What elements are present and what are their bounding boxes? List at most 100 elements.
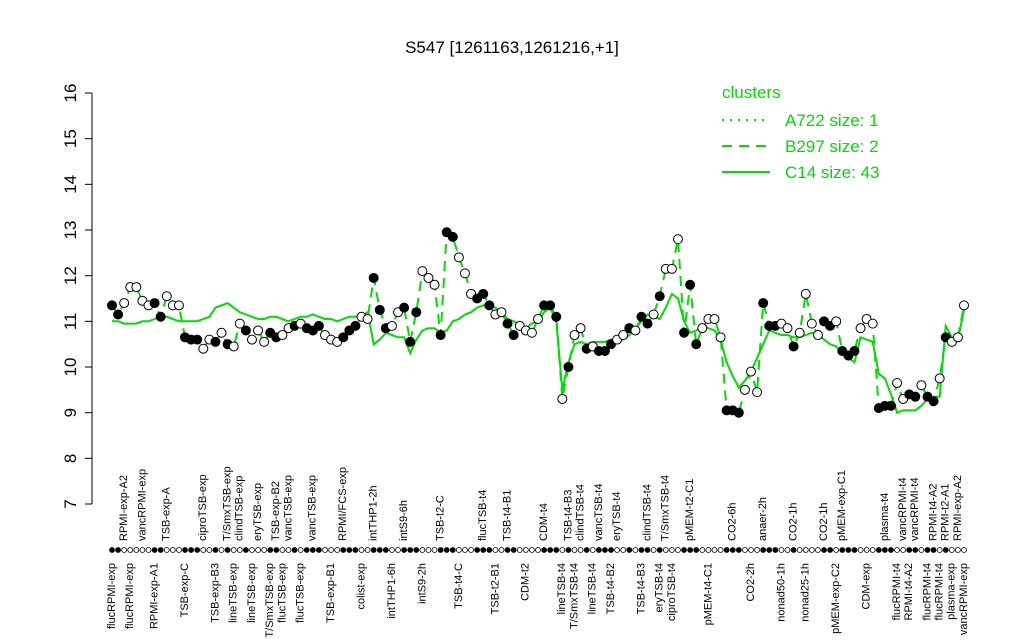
sample-label: RPMI/FCS-exp	[337, 467, 349, 541]
sample-dot	[845, 547, 852, 553]
sample-dot	[553, 547, 560, 553]
sample-label: vancRPMI-t4	[897, 477, 909, 541]
sample-dot	[188, 547, 195, 553]
sample-dot	[395, 547, 401, 553]
sample-label: vancTSB-exp	[307, 475, 319, 541]
sample-dot	[516, 547, 523, 553]
sample-dot	[176, 547, 182, 553]
sample-dot	[608, 547, 614, 553]
sample-dot	[328, 547, 334, 553]
sample-point	[746, 366, 756, 377]
sample-point	[952, 332, 963, 343]
sample-label: TSB-t2-C	[435, 495, 447, 541]
sample-dot	[255, 547, 261, 553]
sample-label: TSB-exp-C	[179, 563, 191, 617]
sample-point	[210, 336, 221, 347]
legend-label: B297 size: 2	[785, 137, 879, 156]
sample-point	[910, 391, 921, 402]
sample-dot	[340, 547, 347, 553]
sample-dot	[194, 547, 201, 553]
sample-label: nonad25-1h	[800, 563, 812, 622]
y-tick-label: 8	[61, 454, 80, 463]
sample-label: clindTSB-t4	[575, 484, 587, 541]
sample-point	[496, 307, 507, 318]
sample-dot	[693, 547, 700, 553]
sample-point	[563, 362, 574, 372]
sample-point	[508, 330, 519, 341]
sample-label: TSB-t4-B2	[605, 563, 617, 614]
sample-point	[599, 346, 610, 357]
sample-point	[672, 234, 683, 245]
sample-dot	[376, 547, 383, 553]
sample-dot	[571, 547, 578, 553]
sample-label: flucRPMI-t4	[921, 563, 933, 620]
sample-dot	[407, 547, 414, 553]
sample-label: CO2-1h	[818, 502, 830, 541]
sample-dot	[261, 547, 268, 553]
sample-label: ciproTSB-exp	[197, 474, 209, 541]
sample-label: vancTSB-t4	[593, 484, 605, 541]
sample-dot	[711, 547, 718, 553]
sample-label: CDM-t2	[520, 563, 532, 601]
sample-label: plasma-exp	[946, 563, 958, 620]
sample-point	[240, 325, 251, 336]
sample-dot	[236, 547, 243, 553]
sample-dot	[133, 547, 140, 553]
sample-dot	[681, 547, 687, 553]
sample-dot	[358, 547, 365, 553]
sample-dot	[662, 547, 669, 553]
sample-point	[435, 330, 446, 341]
sample-point	[654, 291, 665, 302]
sample-dot	[936, 547, 943, 553]
sample-point	[849, 346, 860, 357]
sample-point	[575, 323, 586, 334]
sample-dot	[480, 547, 487, 553]
sample-point	[806, 318, 817, 329]
sample-dot	[595, 547, 602, 553]
sample-dot	[535, 547, 541, 553]
sample-dot	[109, 547, 115, 553]
sample-dot	[230, 547, 237, 553]
sample-point	[216, 327, 227, 338]
sample-dot	[742, 547, 748, 553]
sample-dot	[638, 547, 645, 553]
sample-dot	[425, 547, 432, 553]
sample-label: T/SmxTSB-exp	[264, 563, 276, 638]
sample-label: CO2-6h	[727, 502, 739, 541]
sample-dot	[334, 547, 341, 553]
sample-dot	[242, 547, 249, 553]
sample-label: intS9-2h	[416, 563, 428, 604]
sample-dot	[589, 547, 596, 553]
sample-label: TSB-t4-C	[453, 563, 465, 609]
sample-label: nonad50-1h	[775, 563, 787, 622]
sample-label: CDM-exp	[861, 563, 873, 609]
sample-dot	[881, 547, 888, 553]
sample-dot	[912, 547, 919, 553]
sample-point	[636, 311, 647, 322]
sample-point	[313, 320, 324, 331]
sample-dot	[322, 547, 328, 553]
sample-dot	[875, 547, 882, 553]
sample-label: CO2-2h	[745, 563, 757, 602]
sample-point	[362, 314, 373, 325]
legend-label: C14 size: 43	[785, 163, 880, 182]
sample-dot	[413, 547, 420, 553]
sample-point	[119, 298, 130, 309]
y-tick-label: 7	[61, 499, 80, 508]
sample-dot	[577, 547, 584, 553]
chart-title: S547 [1261163,1261216,+1]	[405, 38, 619, 57]
sample-dot	[748, 547, 754, 553]
sample-point	[831, 316, 842, 327]
sample-label: flucTSB-exp	[276, 563, 288, 623]
sample-label: vancTSB-exp	[282, 475, 294, 541]
sample-label: TSB-exp-B2	[270, 481, 282, 541]
sample-label: pMEM-exp-C2	[830, 563, 842, 634]
sample-dot	[717, 547, 724, 553]
sample-label: CO2-1h	[788, 502, 800, 541]
sample-label: anaer-2h	[757, 497, 769, 541]
sample-point	[453, 252, 464, 263]
sample-dot	[157, 547, 164, 553]
sample-dot	[249, 547, 255, 553]
sample-point	[867, 318, 878, 329]
sample-label: ciproTSB-t4	[666, 563, 678, 621]
